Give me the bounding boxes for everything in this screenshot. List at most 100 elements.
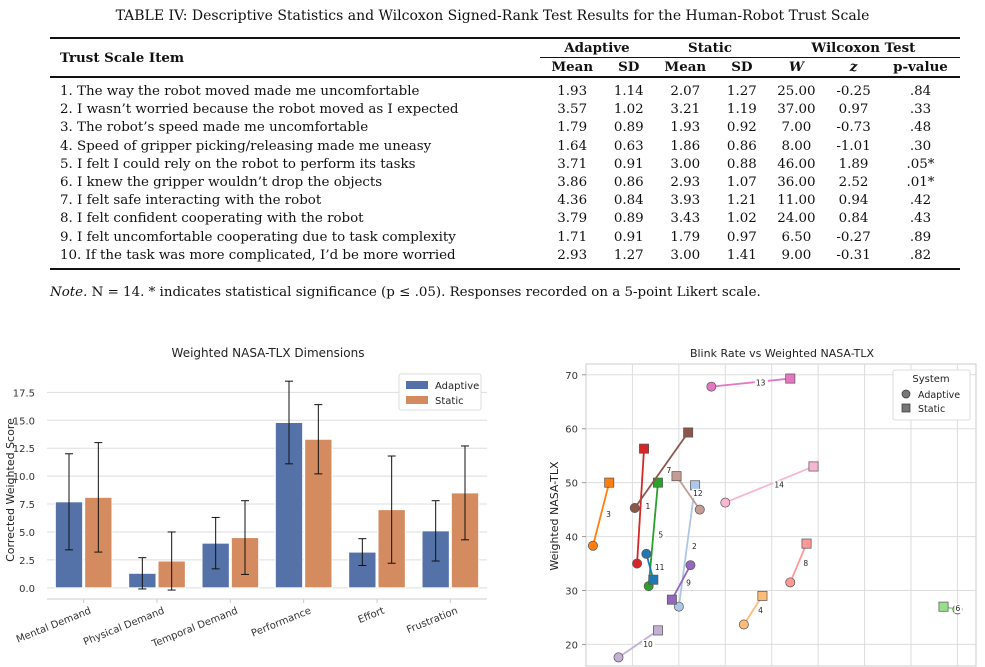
table-row: 8. I felt confident cooperating with the… — [50, 210, 960, 228]
table-cell-value: 0.94 — [838, 193, 869, 209]
pair-label: 5 — [658, 530, 663, 539]
scatter-chart-title: Blink Rate vs Weighted NASA-TLX — [690, 347, 875, 360]
table-cell-item: 7. I felt safe interacting with the robo… — [60, 193, 322, 209]
table-cell-item: 8. I felt confident cooperating with the… — [60, 211, 364, 227]
pair-line-10 — [617, 629, 659, 659]
pair-label-bg — [657, 530, 665, 540]
table-cell-value: .30 — [909, 138, 932, 154]
table-cell-value: 0.84 — [838, 211, 869, 227]
group-header-static: Static — [653, 38, 767, 58]
table-body: 1. The way the robot moved made me uncom… — [50, 76, 960, 270]
pair-label-bg — [757, 606, 765, 616]
table-cell-value: 2.07 — [653, 76, 718, 102]
scatter-y-tick-label: 50 — [565, 479, 578, 490]
point-static-13 — [785, 373, 796, 384]
table-row: 1. The way the robot moved made me uncom… — [50, 76, 960, 102]
table-cell-value: .43 — [909, 211, 932, 227]
pair-label: 8 — [803, 559, 808, 568]
pair-label-bg — [773, 480, 787, 490]
table-cell-value: .05* — [906, 156, 935, 172]
pair-label: 13 — [756, 379, 766, 388]
pair-line-14 — [724, 465, 814, 504]
table-cell-value: 8.00 — [781, 138, 812, 154]
table-row: 9. I felt uncomfortable cooperating due … — [50, 229, 960, 247]
pair-label-bg — [644, 502, 653, 512]
point-static-3 — [604, 477, 615, 488]
point-adaptive-7 — [629, 503, 640, 513]
item-column-header: Trust Scale Item — [60, 49, 185, 66]
scatter-legend-box — [892, 369, 971, 421]
group-header-wilcoxon: Wilcoxon Test — [766, 38, 960, 58]
table-cell-value: 1.64 — [557, 138, 588, 154]
table-cell-value: 0.91 — [613, 229, 644, 245]
point-adaptive-1 — [632, 558, 643, 569]
table-cell-value: .84 — [880, 76, 960, 102]
table-cell-value: 1.71 — [557, 229, 588, 245]
bar-x-tick-label: Mental Demand — [15, 606, 93, 646]
point-static-7 — [683, 427, 694, 438]
pair-label-bg — [642, 639, 656, 649]
table-cell-value: -0.25 — [826, 76, 881, 102]
subheader-z: z — [849, 59, 858, 75]
table-cell-value: .01* — [906, 175, 935, 191]
bar-y-tick-label: 12.5 — [13, 444, 35, 455]
point-static-14 — [808, 461, 819, 472]
table-cell-value: 9.00 — [781, 247, 812, 263]
point-static-11 — [648, 574, 659, 585]
table-cell-value: 0.92 — [726, 120, 757, 136]
table-cell-value: 1.14 — [604, 76, 654, 102]
table-row: 2. I wasn’t worried because the robot mo… — [50, 101, 960, 119]
bar-x-tick-label: Effort — [357, 606, 387, 626]
pair-line-12 — [675, 475, 701, 511]
table-cell-value: 3.00 — [670, 156, 701, 172]
note-label: Note. — [50, 285, 88, 300]
pair-line-8 — [789, 543, 808, 583]
point-static-1 — [639, 443, 649, 454]
bar-y-tick-label: 15.0 — [13, 416, 35, 427]
trust-scale-table: Trust Scale Item Adaptive Static Wilcoxo… — [50, 37, 960, 270]
bar-y-tick-label: 17.5 — [13, 388, 35, 399]
table-cell-value: 1.93 — [670, 120, 701, 136]
table-cell-value: 1.07 — [726, 175, 757, 191]
pair-label: 2 — [692, 542, 697, 551]
table-cell-value: 0.84 — [613, 193, 644, 209]
table-cell-value: 3.21 — [670, 102, 701, 118]
table-row: 6. I knew the gripper wouldn’t drop the … — [50, 174, 960, 192]
table-cell-value: 1.93 — [540, 76, 604, 102]
bar-x-tick-label: Frustration — [405, 606, 459, 636]
bar-x-tick-label: Performance — [250, 606, 313, 640]
point-static-10 — [653, 625, 663, 636]
table-cell-item: 4. Speed of gripper picking/releasing ma… — [60, 138, 432, 154]
pair-label: 14 — [774, 481, 784, 490]
pair-label: 1 — [646, 502, 651, 511]
table-cell-value: 1.27 — [717, 76, 767, 102]
table-cell-value: 1.02 — [726, 211, 757, 227]
bar-chart-bars — [54, 380, 480, 591]
bar-y-tick-label: 5.0 — [19, 528, 35, 539]
pair-label: 11 — [655, 563, 665, 572]
point-static-12 — [671, 471, 682, 482]
table-cell-value: 1.79 — [557, 120, 588, 136]
table-cell-value: 0.86 — [726, 138, 757, 154]
legend-label: Adaptive — [435, 381, 479, 392]
table-cell-value: 0.97 — [838, 102, 869, 118]
table-caption: TABLE IV: Descriptive Statistics and Wil… — [115, 8, 870, 24]
table-cell-value: 3.79 — [557, 211, 588, 227]
table-cell-value: 3.71 — [557, 156, 588, 172]
table-cell-value: 25.00 — [766, 76, 827, 102]
table-row: 4. Speed of gripper picking/releasing ma… — [50, 138, 960, 156]
pair-label: 7 — [666, 466, 671, 475]
table-cell-value: 0.88 — [726, 156, 757, 172]
table-cell-value: 0.97 — [726, 229, 757, 245]
table-cell-value: -0.27 — [836, 229, 871, 245]
pair-label: 6 — [955, 604, 960, 613]
legend-label: Static — [435, 396, 464, 407]
point-static-6 — [938, 601, 949, 612]
point-adaptive-13 — [706, 381, 717, 392]
subheader-w: W — [788, 59, 804, 75]
table-cell-value: 3.86 — [557, 175, 588, 191]
table-cell-item: 1. The way the robot moved made me uncom… — [50, 76, 541, 102]
table-cell-value: 1.27 — [613, 247, 644, 263]
table-cell-value: .42 — [909, 193, 932, 209]
bar-y-tick-label: 10.0 — [13, 472, 35, 483]
